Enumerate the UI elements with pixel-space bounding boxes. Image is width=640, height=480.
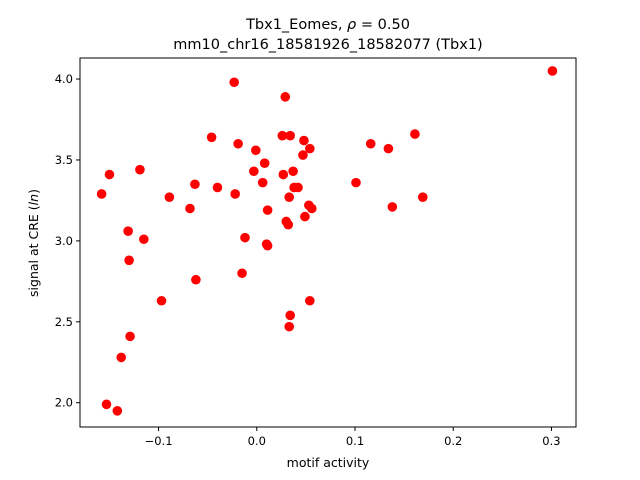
data-point-18 [230,189,240,199]
data-point-52 [410,129,420,139]
data-point-54 [547,66,558,76]
data-point-27 [262,240,273,251]
data-point-13 [190,179,200,190]
x-axis-ticks: −0.1 0.0 0.1 0.2 0.3 [145,427,561,448]
data-point-43 [300,211,310,222]
data-point-45 [305,143,315,154]
x-tick-label: 0.2 [444,434,462,448]
x-tick-label: −0.1 [145,434,173,448]
data-point-38 [288,166,298,177]
data-point-5 [123,226,133,236]
y-axis-label-suffix: ) [26,189,41,194]
data-point-30 [278,169,289,180]
data-point-28 [262,205,273,215]
y-tick-label: 2.0 [55,396,73,410]
data-point-16 [212,182,223,193]
data-point-49 [365,138,376,149]
data-point-22 [249,166,259,177]
data-point-31 [280,92,291,102]
data-point-25 [259,158,270,168]
chart-title-line2: mm10_chr16_18581926_18582077 (Tbx1) [173,37,482,53]
y-axis-label-prefix: signal at CRE ( [26,205,41,297]
x-tick-label: 0.0 [248,434,266,448]
data-point-12 [185,203,195,214]
data-point-10 [156,295,167,306]
x-axis-label: motif activity [287,455,370,470]
data-point-53 [417,192,428,202]
data-point-8 [135,164,145,175]
data-point-50 [383,143,394,154]
data-point-36 [285,310,295,321]
data-point-4 [116,352,127,363]
y-axis-ticks: 2.0 2.5 3.0 3.5 4.0 [55,72,80,410]
chart-title-prefix: Tbx1_Eomes, [245,17,347,33]
data-point-6 [124,255,134,266]
data-point-51 [387,202,398,212]
data-point-33 [283,219,294,230]
y-tick-label: 3.0 [55,234,73,248]
data-point-34 [284,192,295,202]
data-point-29 [277,130,288,141]
data-point-21 [240,232,250,243]
data-point-37 [285,130,295,141]
data-point-46 [305,295,315,306]
y-axis-label: signal at CRE (ln) [26,189,41,297]
data-point-15 [206,132,217,143]
data-point-41 [298,150,308,160]
data-points [96,66,558,416]
axes-frame [79,57,577,428]
data-point-3 [112,406,123,416]
data-point-48 [351,177,361,188]
data-point-11 [164,192,175,202]
x-tick-label: 0.3 [542,434,560,448]
data-point-2 [101,399,112,410]
data-point-0 [96,189,107,199]
y-tick-label: 2.5 [55,315,73,329]
data-point-47 [306,203,317,214]
chart-title-suffix: = 0.50 [356,17,410,33]
chart-title-rho: ρ [347,17,357,33]
y-axis-label-italic: ln [26,194,41,205]
data-point-40 [293,182,303,193]
data-point-9 [139,234,149,245]
data-point-20 [237,268,247,279]
data-point-14 [191,274,201,285]
data-point-42 [299,135,309,146]
data-point-19 [233,138,243,149]
plot-area: −0.1 0.0 0.1 0.2 0.3 2.0 2.5 3.0 3.5 4.0 [55,57,577,448]
y-tick-label: 4.0 [55,72,73,86]
data-point-17 [229,77,239,88]
chart-title-line1: Tbx1_Eomes, ρ = 0.50 [245,17,410,33]
data-point-1 [104,169,115,180]
data-point-23 [251,145,261,156]
x-tick-label: 0.1 [346,434,364,448]
y-tick-label: 3.5 [55,153,73,167]
data-point-7 [125,331,135,342]
data-point-24 [257,177,268,188]
data-point-35 [284,321,295,332]
